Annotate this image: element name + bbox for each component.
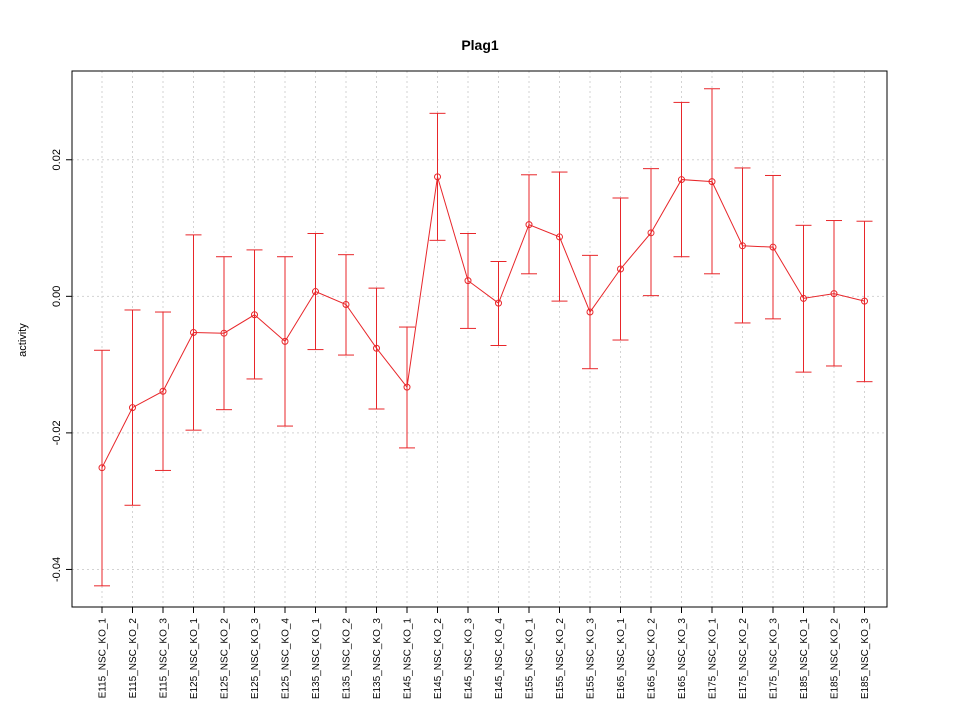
data-point (464, 277, 472, 285)
data-point (739, 242, 746, 250)
x-tick-label: E175_NSC_KO_1 (708, 618, 719, 700)
data-point (373, 344, 380, 352)
x-axis: E115_NSC_KO_1 E115_NSC_KO_2 E115_NSC_KO_3 E… (98, 607, 871, 700)
series-polyline (101, 176, 865, 468)
error-bars (94, 88, 873, 587)
x-tick-label: E125_NSC_KO_3 (250, 618, 261, 700)
x-tick-label: E175_NSC_KO_3 (769, 618, 780, 700)
data-point (190, 329, 197, 337)
y-tick-label: 0.00 (51, 286, 63, 307)
data-point (861, 297, 868, 305)
data-point (342, 301, 350, 309)
x-tick-label: E185_NSC_KO_2 (830, 618, 841, 700)
data-point (800, 294, 807, 302)
y-axis-label: activity (17, 323, 29, 357)
data-point (678, 176, 685, 184)
y-tick-label: 0.02 (51, 149, 63, 170)
data-point (251, 311, 258, 319)
series-line (101, 176, 865, 468)
data-point (312, 288, 319, 296)
data-point (434, 173, 441, 181)
x-tick-label: E135_NSC_KO_3 (372, 618, 383, 700)
x-tick-label: E125_NSC_KO_4 (281, 618, 292, 700)
x-tick-label: E115_NSC_KO_1 (98, 618, 109, 699)
x-tick-label: E185_NSC_KO_3 (860, 618, 871, 700)
x-tick-label: E185_NSC_KO_1 (799, 618, 810, 700)
data-point (403, 383, 411, 391)
x-tick-label: E115_NSC_KO_3 (159, 618, 170, 699)
data-point (495, 299, 502, 307)
data-point (830, 290, 838, 298)
x-tick-label: E175_NSC_KO_2 (738, 618, 749, 700)
x-tick-label: E125_NSC_KO_1 (189, 618, 200, 700)
data-point (708, 178, 716, 186)
y-axis: -0.04 -0.02 0.00 0.02 (51, 149, 72, 582)
data-point (159, 387, 167, 395)
x-tick-label: E165_NSC_KO_3 (677, 618, 688, 700)
data-point (617, 265, 624, 273)
y-tick-label: -0.02 (51, 420, 63, 445)
x-tick-label: E165_NSC_KO_2 (647, 618, 658, 700)
x-tick-label: E155_NSC_KO_1 (525, 618, 536, 700)
plot-frame (71, 70, 888, 608)
data-point (586, 308, 594, 316)
data-point (647, 229, 655, 237)
chart-title: Plag1 (461, 37, 499, 53)
data-point (98, 464, 106, 472)
data-point (525, 221, 533, 229)
data-point (281, 337, 289, 345)
data-points (98, 173, 868, 472)
x-tick-label: E145_NSC_KO_1 (403, 618, 414, 700)
grid (72, 71, 887, 607)
x-tick-label: E135_NSC_KO_2 (342, 618, 353, 700)
x-tick-label: E165_NSC_KO_1 (616, 618, 627, 700)
x-tick-label: E115_NSC_KO_2 (128, 618, 139, 699)
x-tick-label: E135_NSC_KO_1 (311, 618, 322, 700)
data-point (220, 329, 228, 337)
x-tick-label: E145_NSC_KO_4 (494, 618, 505, 700)
x-tick-label: E145_NSC_KO_2 (433, 618, 444, 700)
x-tick-label: E155_NSC_KO_3 (586, 618, 597, 700)
data-point (556, 233, 563, 241)
y-tick-label: -0.04 (51, 557, 63, 582)
x-tick-label: E155_NSC_KO_2 (555, 618, 566, 700)
x-tick-label: E145_NSC_KO_3 (464, 618, 475, 700)
data-point (129, 404, 136, 412)
x-tick-label: E125_NSC_KO_2 (220, 618, 231, 700)
data-point (769, 243, 777, 251)
